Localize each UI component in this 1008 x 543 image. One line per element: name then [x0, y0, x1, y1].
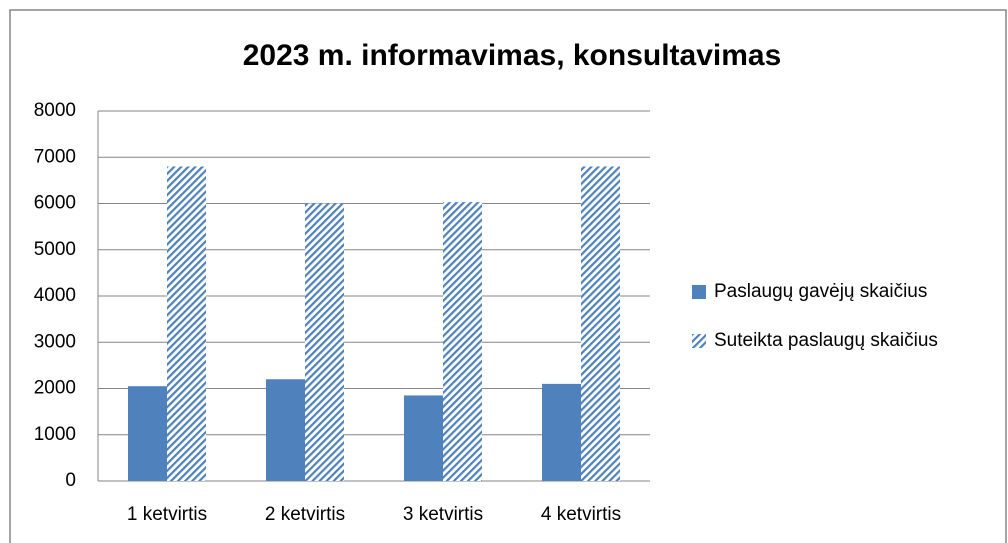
y-tick-label: 2000: [34, 378, 76, 399]
bar: [542, 383, 581, 481]
y-tick-label: 1000: [34, 424, 76, 445]
legend-label: Paslaugų gavėjų skaičius: [714, 281, 927, 302]
bar: [167, 166, 206, 481]
x-tick-label: 1 ketvirtis: [127, 504, 207, 525]
legend-swatch: [692, 334, 706, 348]
bar: [404, 395, 443, 481]
chart-frame: [9, 9, 1007, 543]
bar: [128, 386, 167, 481]
legend-label: Suteikta paslaugų skaičius: [714, 330, 938, 351]
x-tick-label: 2 ketvirtis: [265, 504, 345, 525]
chart-title: 2023 m. informavimas, konsultavimas: [243, 39, 782, 72]
y-tick-label: 3000: [34, 331, 76, 352]
x-tick-label: 3 ketvirtis: [403, 504, 483, 525]
x-tick-label: 4 ketvirtis: [541, 504, 621, 525]
y-tick-label: 8000: [34, 100, 76, 121]
y-tick-label: 6000: [34, 193, 76, 214]
bar: [266, 379, 305, 481]
legend-swatch: [692, 285, 706, 299]
bar: [443, 202, 482, 482]
y-tick-label: 5000: [34, 239, 76, 260]
y-tick-label: 7000: [34, 146, 76, 167]
y-tick-label: 0: [65, 470, 76, 491]
bar: [305, 203, 344, 481]
y-tick-label: 4000: [34, 285, 76, 306]
bar: [581, 166, 620, 481]
